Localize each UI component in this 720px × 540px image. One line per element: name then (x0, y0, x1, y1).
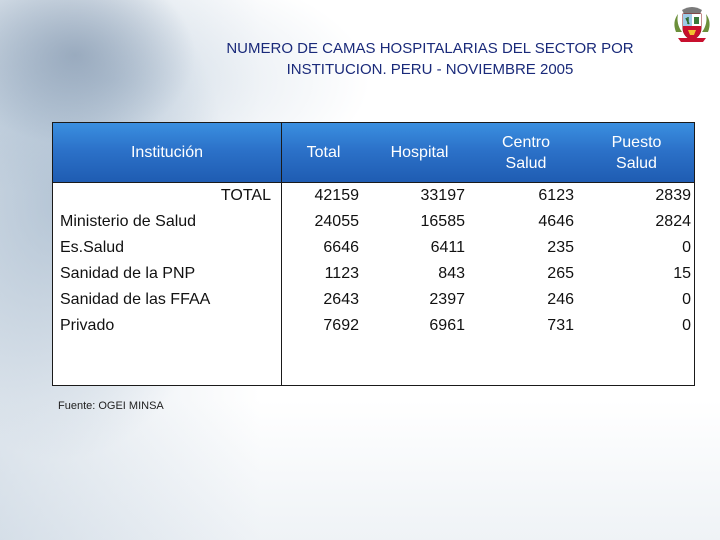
header-total: Total (306, 144, 341, 161)
table-header: Institución Total Hospital Centro Salud … (53, 123, 694, 183)
cell-hospital: 843 (438, 265, 465, 282)
cell-centro: 235 (547, 239, 574, 256)
cell-centro: 4646 (538, 213, 574, 230)
cell-hospital: 2397 (429, 291, 465, 308)
header-puesto-line-1: Puesto (611, 133, 662, 151)
cell-institucion: Privado (60, 317, 115, 334)
page-title: NUMERO DE CAMAS HOSPITALARIAS DEL SECTOR… (190, 38, 670, 80)
cell-institucion: Ministerio de Salud (60, 213, 197, 230)
cell-puesto: 15 (673, 265, 691, 282)
title-line-2: INSTITUCION. PERU - NOVIEMBRE 2005 (286, 61, 574, 78)
header-centro-salud: Centro Salud (473, 123, 579, 182)
table-row: Es.Salud 6646 6411 235 0 (53, 235, 694, 261)
cell-institucion: Sanidad de la PNP (60, 265, 196, 282)
cell-total: 24055 (314, 213, 360, 230)
cell-puesto: 2824 (655, 213, 691, 230)
title-line-1: NUMERO DE CAMAS HOSPITALARIAS DEL SECTOR… (226, 40, 634, 57)
cell-institucion: TOTAL (220, 187, 271, 204)
header-centro-line-2: Salud (505, 154, 547, 172)
header-institucion: Institución (130, 144, 204, 161)
cell-puesto: 0 (682, 239, 691, 256)
table-row: Ministerio de Salud 24055 16585 4646 282… (53, 209, 694, 235)
table-row: Privado 7692 6961 731 0 (53, 313, 694, 339)
beds-table: Institución Total Hospital Centro Salud … (52, 122, 695, 386)
cell-puesto: 2839 (655, 187, 691, 204)
table-row: Sanidad de las FFAA 2643 2397 246 0 (53, 287, 694, 313)
cell-puesto: 0 (682, 291, 691, 308)
table-row: Sanidad de la PNP 1123 843 265 15 (53, 261, 694, 287)
cell-total: 6646 (323, 239, 359, 256)
cell-hospital: 33197 (420, 187, 466, 204)
cell-centro: 731 (547, 317, 574, 334)
cell-hospital: 16585 (420, 213, 466, 230)
source-note: Fuente: OGEI MINSA (58, 400, 164, 412)
cell-total: 7692 (323, 317, 359, 334)
header-centro-line-1: Centro (501, 133, 551, 151)
cell-institucion: Sanidad de las FFAA (60, 291, 211, 308)
header-puesto-line-2: Salud (616, 154, 657, 172)
cell-hospital: 6961 (429, 317, 465, 334)
cell-total: 1123 (324, 265, 359, 282)
column-divider (281, 123, 282, 385)
cell-hospital: 6411 (430, 239, 465, 256)
cell-centro: 246 (547, 291, 574, 308)
cell-centro: 265 (547, 265, 574, 282)
header-puesto-salud: Puesto Salud (579, 123, 694, 182)
cell-puesto: 0 (682, 317, 691, 334)
cell-institucion: Es.Salud (60, 239, 125, 256)
cell-centro: 6123 (538, 187, 574, 204)
table-row: TOTAL 42159 33197 6123 2839 (53, 183, 694, 209)
cell-total: 2643 (323, 291, 359, 308)
cell-total: 42159 (314, 187, 360, 204)
peru-coat-of-arms-icon (674, 7, 710, 42)
header-hospital: Hospital (390, 144, 449, 161)
